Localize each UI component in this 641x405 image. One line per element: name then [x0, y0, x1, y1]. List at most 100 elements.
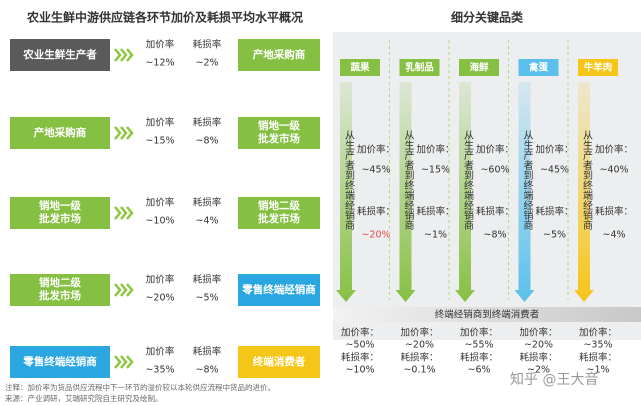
chevron [114, 126, 122, 140]
markup-label: 加价率 [146, 274, 175, 286]
markup-value: ~55% [464, 340, 493, 351]
stage-label: 销地二级批发市场 [258, 200, 300, 225]
category-name: 蔬果 [350, 62, 370, 74]
flow-arrow [455, 82, 475, 302]
loss-label: 耗损率 [193, 117, 222, 129]
markup-value: ~20% [405, 340, 434, 351]
loss-value: ~6% [467, 365, 490, 376]
upstream-label: 从生产者到终端经销商 [521, 130, 533, 231]
loss-value: ~2% [527, 365, 550, 376]
stage-label: 产地采购商 [252, 48, 306, 61]
markup-label: 加价率： [579, 327, 617, 339]
markup-value: ~15% [145, 136, 174, 147]
stage-label: 产地采购商 [33, 126, 87, 139]
category-header [399, 59, 440, 76]
flow-arrow [514, 82, 535, 302]
markup-label: 加价率 [146, 346, 175, 358]
downstream-label: 终端经销商到终端消费者 [435, 309, 540, 321]
stage-label: 农业生鲜生产者 [23, 48, 97, 61]
chevron [120, 126, 128, 140]
markup-value: ~20% [524, 340, 553, 351]
markup-label: 加价率 [146, 197, 175, 209]
upstream-label: 从生产者到终端经销商 [343, 130, 355, 231]
upstream-label: 从生产者到终端经销商 [402, 130, 414, 231]
watermark: 知乎 @王大音 [510, 371, 598, 388]
loss-label: 耗损率 [193, 274, 222, 286]
category-header [459, 59, 499, 76]
stage-box: 销地一级批发市场 [10, 197, 110, 229]
loss-label: 耗损率： [535, 206, 573, 218]
chevron [126, 206, 134, 220]
category-name: 乳制品 [405, 62, 434, 74]
loss-value: ~8% [195, 136, 218, 147]
stage-box: 零售终端经销商 [10, 346, 110, 378]
loss-value: ~1% [424, 230, 447, 241]
flow-arrow [395, 82, 416, 302]
loss-value: ~8% [483, 230, 506, 241]
flow-arrow [574, 82, 594, 302]
loss-label: 耗损率： [476, 206, 514, 218]
stage-label: 销地一级批发市场 [258, 120, 300, 145]
chevron [126, 126, 134, 140]
chevron [114, 206, 122, 220]
chevron [114, 355, 122, 369]
markup-label: 加价率： [416, 144, 454, 156]
markup-label: 加价率： [535, 144, 573, 156]
stage-box: 终端消费者 [238, 346, 320, 378]
stage-box: 零售终端经销商 [238, 274, 320, 306]
loss-label: 耗损率： [400, 352, 438, 364]
markup-label: 加价率： [519, 327, 557, 339]
category-header [578, 59, 618, 76]
loss-value: ~4% [602, 230, 625, 241]
markup-value: ~35% [583, 340, 612, 351]
loss-value: ~5% [543, 230, 566, 241]
markup-label: 加价率： [400, 327, 438, 339]
markup-value: ~60% [480, 165, 509, 176]
markup-label: 加价率 [146, 117, 175, 129]
stage-box: 产地采购商 [238, 39, 320, 71]
loss-label: 耗损率 [193, 197, 222, 209]
loss-label: 耗损率： [519, 352, 557, 364]
loss-label: 耗损率： [579, 352, 617, 364]
stage-label: 销地一级批发市场 [39, 200, 81, 225]
upstream-label: 从生产者到终端经销商 [581, 130, 593, 231]
loss-label: 耗损率： [357, 206, 395, 218]
stage-label: 零售终端经销商 [23, 355, 97, 368]
markup-value: ~40% [599, 165, 628, 176]
markup-label: 加价率： [460, 327, 498, 339]
note: 注释：加价率为货品供应流程中下一环节的溢价较以本轮供应流程中货品的进价。 [5, 382, 275, 392]
chevron [120, 355, 128, 369]
stage-label: 零售终端经销商 [242, 283, 316, 296]
markup-value: ~15% [421, 165, 450, 176]
stage-label: 终端消费者 [252, 355, 306, 368]
category-name: 牛羊肉 [584, 62, 613, 74]
downstream-band [333, 307, 641, 322]
markup-value: ~45% [361, 165, 390, 176]
markup-label: 加价率： [595, 144, 633, 156]
chevron [126, 48, 134, 62]
stage-box: 产地采购商 [10, 117, 110, 149]
loss-label: 耗损率： [460, 352, 498, 364]
stage-box: 农业生鲜生产者 [10, 39, 110, 71]
markup-label: 加价率： [357, 144, 395, 156]
right-title: 细分关键品类 [451, 10, 524, 25]
chevron [114, 283, 122, 297]
category-name: 海鲜 [469, 62, 489, 74]
loss-label: 耗损率 [193, 39, 222, 51]
flow-arrow [336, 82, 356, 302]
loss-value: ~20% [361, 230, 390, 241]
stage-box: 销地一级批发市场 [238, 117, 320, 149]
chevron [126, 283, 134, 297]
stage-box: 销地二级批发市场 [10, 274, 110, 306]
chevron [120, 206, 128, 220]
source: 来源：产业调研，艾瑞研究院自主研究及绘制。 [5, 393, 163, 403]
loss-label: 耗损率： [416, 206, 454, 218]
loss-value: ~0.1% [403, 365, 435, 376]
markup-value: ~12% [145, 58, 174, 69]
loss-label: 耗损率 [193, 346, 222, 358]
markup-label: 加价率： [476, 144, 514, 156]
right-panel [333, 32, 641, 340]
markup-value: ~35% [145, 365, 174, 376]
